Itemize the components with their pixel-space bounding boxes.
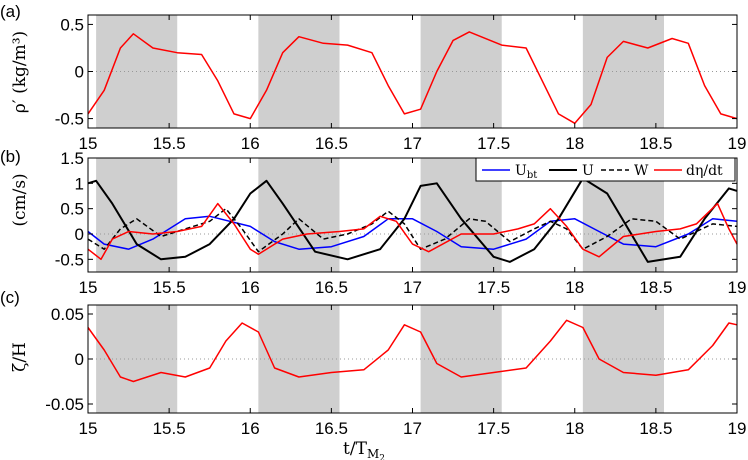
xtick-label-a-6: 18: [565, 134, 584, 153]
xtick-label-c-3: 16.5: [315, 419, 348, 438]
xtick-label-c-1: 15.5: [153, 419, 186, 438]
legend-label-u: U: [582, 163, 594, 179]
ytick-label-a-0: -0.5: [55, 110, 84, 129]
series-b-2: [87, 207, 738, 253]
ytick-label-a-2: 0.5: [60, 15, 84, 34]
xtick-label-a-7: 18.5: [639, 134, 672, 153]
xtick-label-a-3: 16.5: [315, 134, 348, 153]
panel-c: 15 15.5 16 16.5 17 17.5 18 18.5 19 -0.05 0 0.05: [45, 304, 747, 438]
ytick-label-a-1: 0: [75, 63, 84, 82]
xtick-label-a-4: 17: [403, 134, 422, 153]
xtick-label-a-2: 16: [241, 134, 260, 153]
ytick-label-c-2: 0.05: [51, 305, 84, 324]
ylabel-b: (cm/s): [10, 173, 30, 226]
xtick-label-c-0: 15: [79, 419, 98, 438]
xlabel-subsub: 2: [379, 454, 385, 460]
xtick-label-c-5: 17.5: [477, 419, 510, 438]
series-a-0: [87, 31, 738, 125]
series-b-0: [87, 215, 738, 250]
ytick-label-b-3: 1: [75, 174, 84, 193]
xtick-label-b-7: 18.5: [639, 278, 672, 297]
xlabel-sub: M: [367, 447, 379, 460]
xlabel-main: t/T: [343, 439, 368, 459]
xtick-label-b-8: 19: [728, 278, 747, 297]
xtick-label-c-2: 16: [241, 419, 260, 438]
xtick-label-b-2: 16: [241, 278, 260, 297]
shaded-band-b-1: [258, 158, 340, 272]
legend-label-w: W: [634, 163, 649, 179]
legend-label-ubt: Ubt: [515, 163, 537, 181]
shaded-band-a-1: [258, 15, 340, 128]
xtick-label-c-4: 17: [403, 419, 422, 438]
ytick-label-c-1: 0: [75, 350, 84, 369]
series-c-0: [87, 319, 738, 383]
xtick-label-c-6: 18: [565, 419, 584, 438]
legend-label-detadt: dη/dt: [686, 163, 723, 179]
xtick-label-a-1: 15.5: [153, 134, 186, 153]
shaded-band-c-1: [258, 305, 340, 413]
ytick-label-b-1: 0: [75, 225, 84, 244]
xlabel: t/TM2: [343, 439, 385, 460]
ylabel-a: ρ′ (kg/m³): [10, 31, 30, 113]
shaded-band-a-3: [582, 15, 664, 128]
ylabel-c: ζ/H: [10, 342, 30, 372]
panel-label-b: (b): [0, 147, 21, 166]
series-b-3: [87, 202, 738, 261]
shaded-band-c-3: [582, 305, 664, 413]
xtick-label-b-6: 18: [565, 278, 584, 297]
xtick-label-a-5: 17.5: [477, 134, 510, 153]
panel-label-c: (c): [0, 288, 20, 307]
xtick-label-b-4: 17: [403, 278, 422, 297]
panel-label-a: (a): [0, 2, 21, 21]
xtick-label-a-0: 15: [79, 134, 98, 153]
xtick-label-b-5: 17.5: [477, 278, 510, 297]
xtick-label-b-0: 15: [79, 278, 98, 297]
xtick-label-b-1: 15.5: [153, 278, 186, 297]
xtick-label-b-3: 16.5: [315, 278, 348, 297]
xtick-label-c-8: 19: [728, 419, 747, 438]
series-b-1: [87, 177, 738, 263]
xtick-label-a-8: 19: [728, 134, 747, 153]
ytick-label-b-4: 1.5: [60, 149, 84, 168]
ytick-label-c-0: -0.05: [45, 395, 84, 414]
xtick-label-c-7: 18.5: [639, 419, 672, 438]
ytick-label-b-0: -0.5: [55, 250, 84, 269]
ytick-label-b-2: 0.5: [60, 200, 84, 219]
panel-a: 15 15.5 16 16.5 17 17.5 18 18.5 19 -0.5 0 0.5: [55, 14, 747, 153]
legend: Ubt U W dη/dt: [475, 157, 736, 182]
shaded-band-b-0: [96, 158, 178, 272]
